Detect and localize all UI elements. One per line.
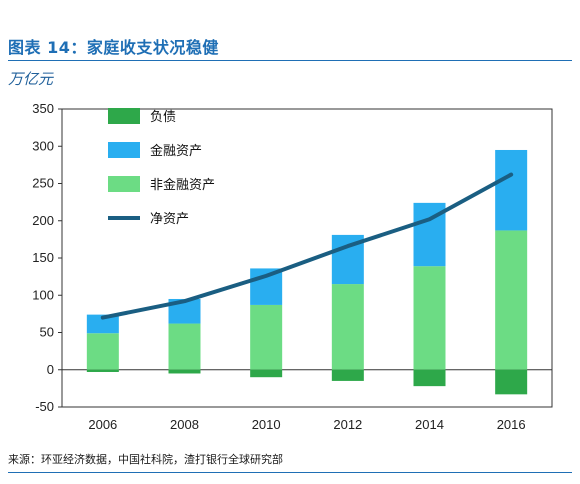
legend-swatch — [108, 108, 140, 124]
bar-nonfinancial-assets — [168, 323, 201, 370]
source-note: 来源：环亚经济数据，中国社科院，渣打银行全球研究部 — [8, 453, 283, 466]
legend-label: 非金融资产 — [150, 177, 215, 193]
y-tick-label: 200 — [32, 213, 54, 228]
y-tick-label: 50 — [40, 325, 54, 340]
bar-liabilities — [86, 369, 119, 372]
bar-financial-assets — [86, 314, 119, 334]
bar-nonfinancial-assets — [495, 230, 528, 370]
y-tick-label: 100 — [32, 287, 54, 302]
legend-swatch — [108, 176, 140, 192]
source-divider — [8, 472, 572, 473]
x-tick-label: 2012 — [333, 417, 362, 432]
x-tick-label: 2006 — [88, 417, 117, 432]
bar-liabilities — [495, 369, 528, 395]
unit-label: 万亿元 — [8, 70, 54, 88]
bar-nonfinancial-assets — [86, 333, 119, 370]
bar-nonfinancial-assets — [250, 304, 283, 370]
title-divider — [8, 60, 572, 61]
legend-label: 净资产 — [150, 212, 189, 227]
bar-liabilities — [250, 369, 283, 378]
bar-liabilities — [168, 369, 201, 374]
y-tick-label: 350 — [32, 101, 54, 116]
x-tick-label: 2014 — [415, 417, 444, 432]
y-tick-label: 250 — [32, 176, 54, 191]
line-net-assets — [100, 172, 514, 320]
y-tick-label: 0 — [47, 362, 54, 377]
bar-nonfinancial-assets — [413, 266, 446, 370]
y-tick-label: -50 — [35, 399, 54, 414]
chart-title: 图表 14：家庭收支状况稳健 — [8, 38, 219, 57]
bar-nonfinancial-assets — [331, 284, 364, 370]
bar-financial-assets — [495, 149, 528, 231]
x-tick-label: 2008 — [170, 417, 199, 432]
legend-label: 负债 — [150, 110, 176, 125]
legend-label: 金融资产 — [150, 143, 202, 159]
legend-swatch — [108, 142, 140, 158]
bar-liabilities — [413, 369, 446, 387]
y-tick-label: 150 — [32, 250, 54, 265]
y-tick-label: 300 — [32, 138, 54, 153]
bar-liabilities — [331, 369, 364, 381]
x-tick-label: 2016 — [497, 417, 526, 432]
x-tick-label: 2010 — [252, 417, 281, 432]
